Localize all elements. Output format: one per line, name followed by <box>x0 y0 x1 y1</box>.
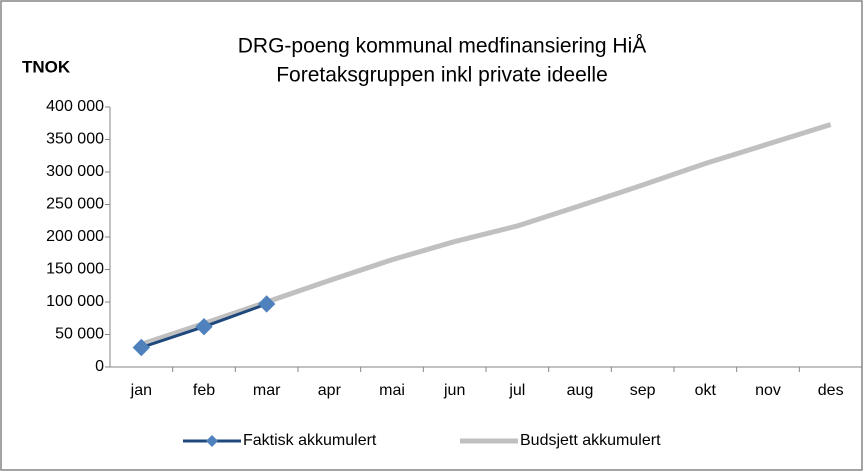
y-tick-label: 350 000 <box>46 131 104 148</box>
legend-label: Faktisk akkumulert <box>243 432 377 449</box>
x-tick-label: mai <box>379 382 405 399</box>
x-tick-label: apr <box>318 382 342 399</box>
x-tick-label: feb <box>193 382 215 399</box>
series-line <box>140 122 832 347</box>
point-marker <box>195 317 213 336</box>
y-tick-label: 400 000 <box>46 98 104 115</box>
y-tick-label: 300 000 <box>46 163 104 180</box>
point-marker <box>257 295 276 313</box>
chart-title: DRG-poeng kommunal medfinansiering HiÅ <box>238 35 647 58</box>
y-tick-label: 50 000 <box>55 326 104 343</box>
legend-marker <box>206 435 218 447</box>
point-marker <box>132 338 151 357</box>
x-tick-label: aug <box>567 382 594 399</box>
x-tick-label: sep <box>630 382 656 399</box>
y-tick-label: 100 000 <box>46 293 104 310</box>
x-tick-label: jul <box>508 382 525 399</box>
x-tick-label: okt <box>695 382 717 399</box>
y-axis-label: TNOK <box>22 57 71 76</box>
legend-label: Budsjett akkumulert <box>520 432 661 449</box>
y-tick-label: 150 000 <box>46 261 104 278</box>
x-tick-label: des <box>818 382 844 399</box>
y-tick-label: 0 <box>95 358 104 375</box>
y-tick-label: 250 000 <box>46 196 104 213</box>
y-tick-label: 200 000 <box>46 228 104 245</box>
x-tick-label: jun <box>443 382 465 399</box>
chart-subtitle: Foretaksgruppen inkl private ideelle <box>276 64 608 87</box>
x-tick-label: jan <box>130 382 152 399</box>
x-tick-label: nov <box>755 382 781 399</box>
x-tick-label: mar <box>253 382 281 399</box>
